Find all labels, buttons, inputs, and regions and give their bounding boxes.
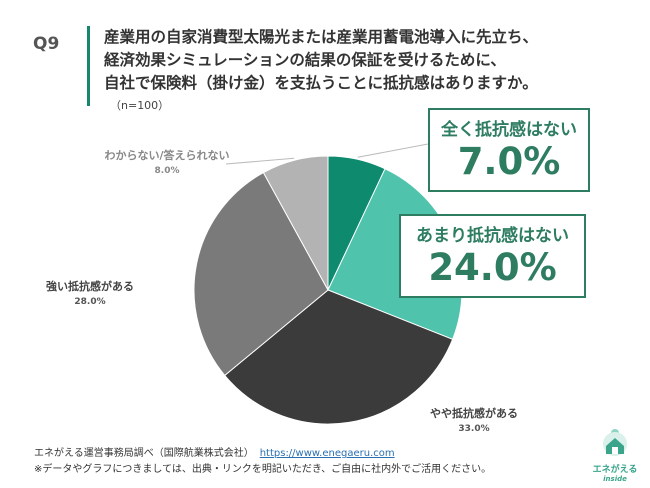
usage-note: ※データやグラフにつきましては、出典・リンクを明記いただき、ご自由に社内外でご活…: [34, 464, 492, 475]
question-text: 産業用の自家消費型太陽光または産業用蓄電池導入に先立ち、 経済効果シミュレーショ…: [104, 26, 624, 95]
question-line-3: 自社で保険料（掛け金）を支払うことに抵抗感はありますか。: [104, 74, 538, 92]
question-accent-bar: [87, 26, 90, 106]
callout-not-much: あまり抵抗感はない 24.0%: [399, 214, 586, 298]
question-number: Q9: [33, 34, 60, 54]
slice-label-not-much: あまり抵抗感はない: [416, 226, 569, 246]
house-sun-logo-icon: [603, 429, 627, 456]
slice-label-not-at-all: 全く抵抗感はない: [441, 120, 577, 140]
callout-not-at-all: 全く抵抗感はない 7.0%: [428, 108, 590, 192]
sample-size: （n=100）: [110, 99, 170, 112]
question-line-1: 産業用の自家消費型太陽光または産業用蓄電池導入に先立ち、: [104, 28, 539, 46]
slice-label-somewhat: やや抵抗感がある: [430, 407, 518, 420]
leader-line-slice-not-at-all: [357, 143, 429, 158]
label-dont-know: わからない/答えられない 8.0%: [97, 147, 237, 176]
logo-sub: inside: [603, 475, 627, 483]
slice-value-somewhat: 33.0%: [458, 424, 490, 434]
logo-name: エネがえる: [592, 465, 638, 475]
slice-label-strong: 強い抵抗感がある: [46, 280, 134, 293]
slice-dont-know: [262, 155, 329, 291]
slice-strong: [193, 171, 329, 377]
pie-slices: [193, 155, 463, 425]
leader-line-slice-dont-know: [225, 157, 295, 165]
slice-somewhat: [224, 289, 454, 425]
slice-value-not-at-all: 7.0%: [457, 140, 561, 183]
slice-value-dont-know: 8.0%: [154, 166, 180, 176]
label-strong: 強い抵抗感がある 28.0%: [30, 278, 150, 307]
slice-label-dont-know: わからない/答えられない: [104, 149, 230, 162]
slice-value-not-much: 24.0%: [428, 246, 557, 289]
brand-logo: エネがえる inside: [590, 427, 640, 483]
source-text: エネがえる運営事務局調べ（国際航業株式会社）: [34, 448, 254, 459]
question-line-2: 経済効果シミュレーションの結果の保証を受けるために、: [104, 51, 506, 69]
footer: エネがえる運営事務局調べ（国際航業株式会社） https://www.enegae…: [34, 446, 491, 478]
slice-value-strong: 28.0%: [74, 297, 106, 307]
source-link[interactable]: https://www.enegaeru.com: [259, 448, 395, 459]
leader-lines: [225, 143, 429, 165]
label-somewhat: やや抵抗感がある 33.0%: [417, 405, 531, 434]
